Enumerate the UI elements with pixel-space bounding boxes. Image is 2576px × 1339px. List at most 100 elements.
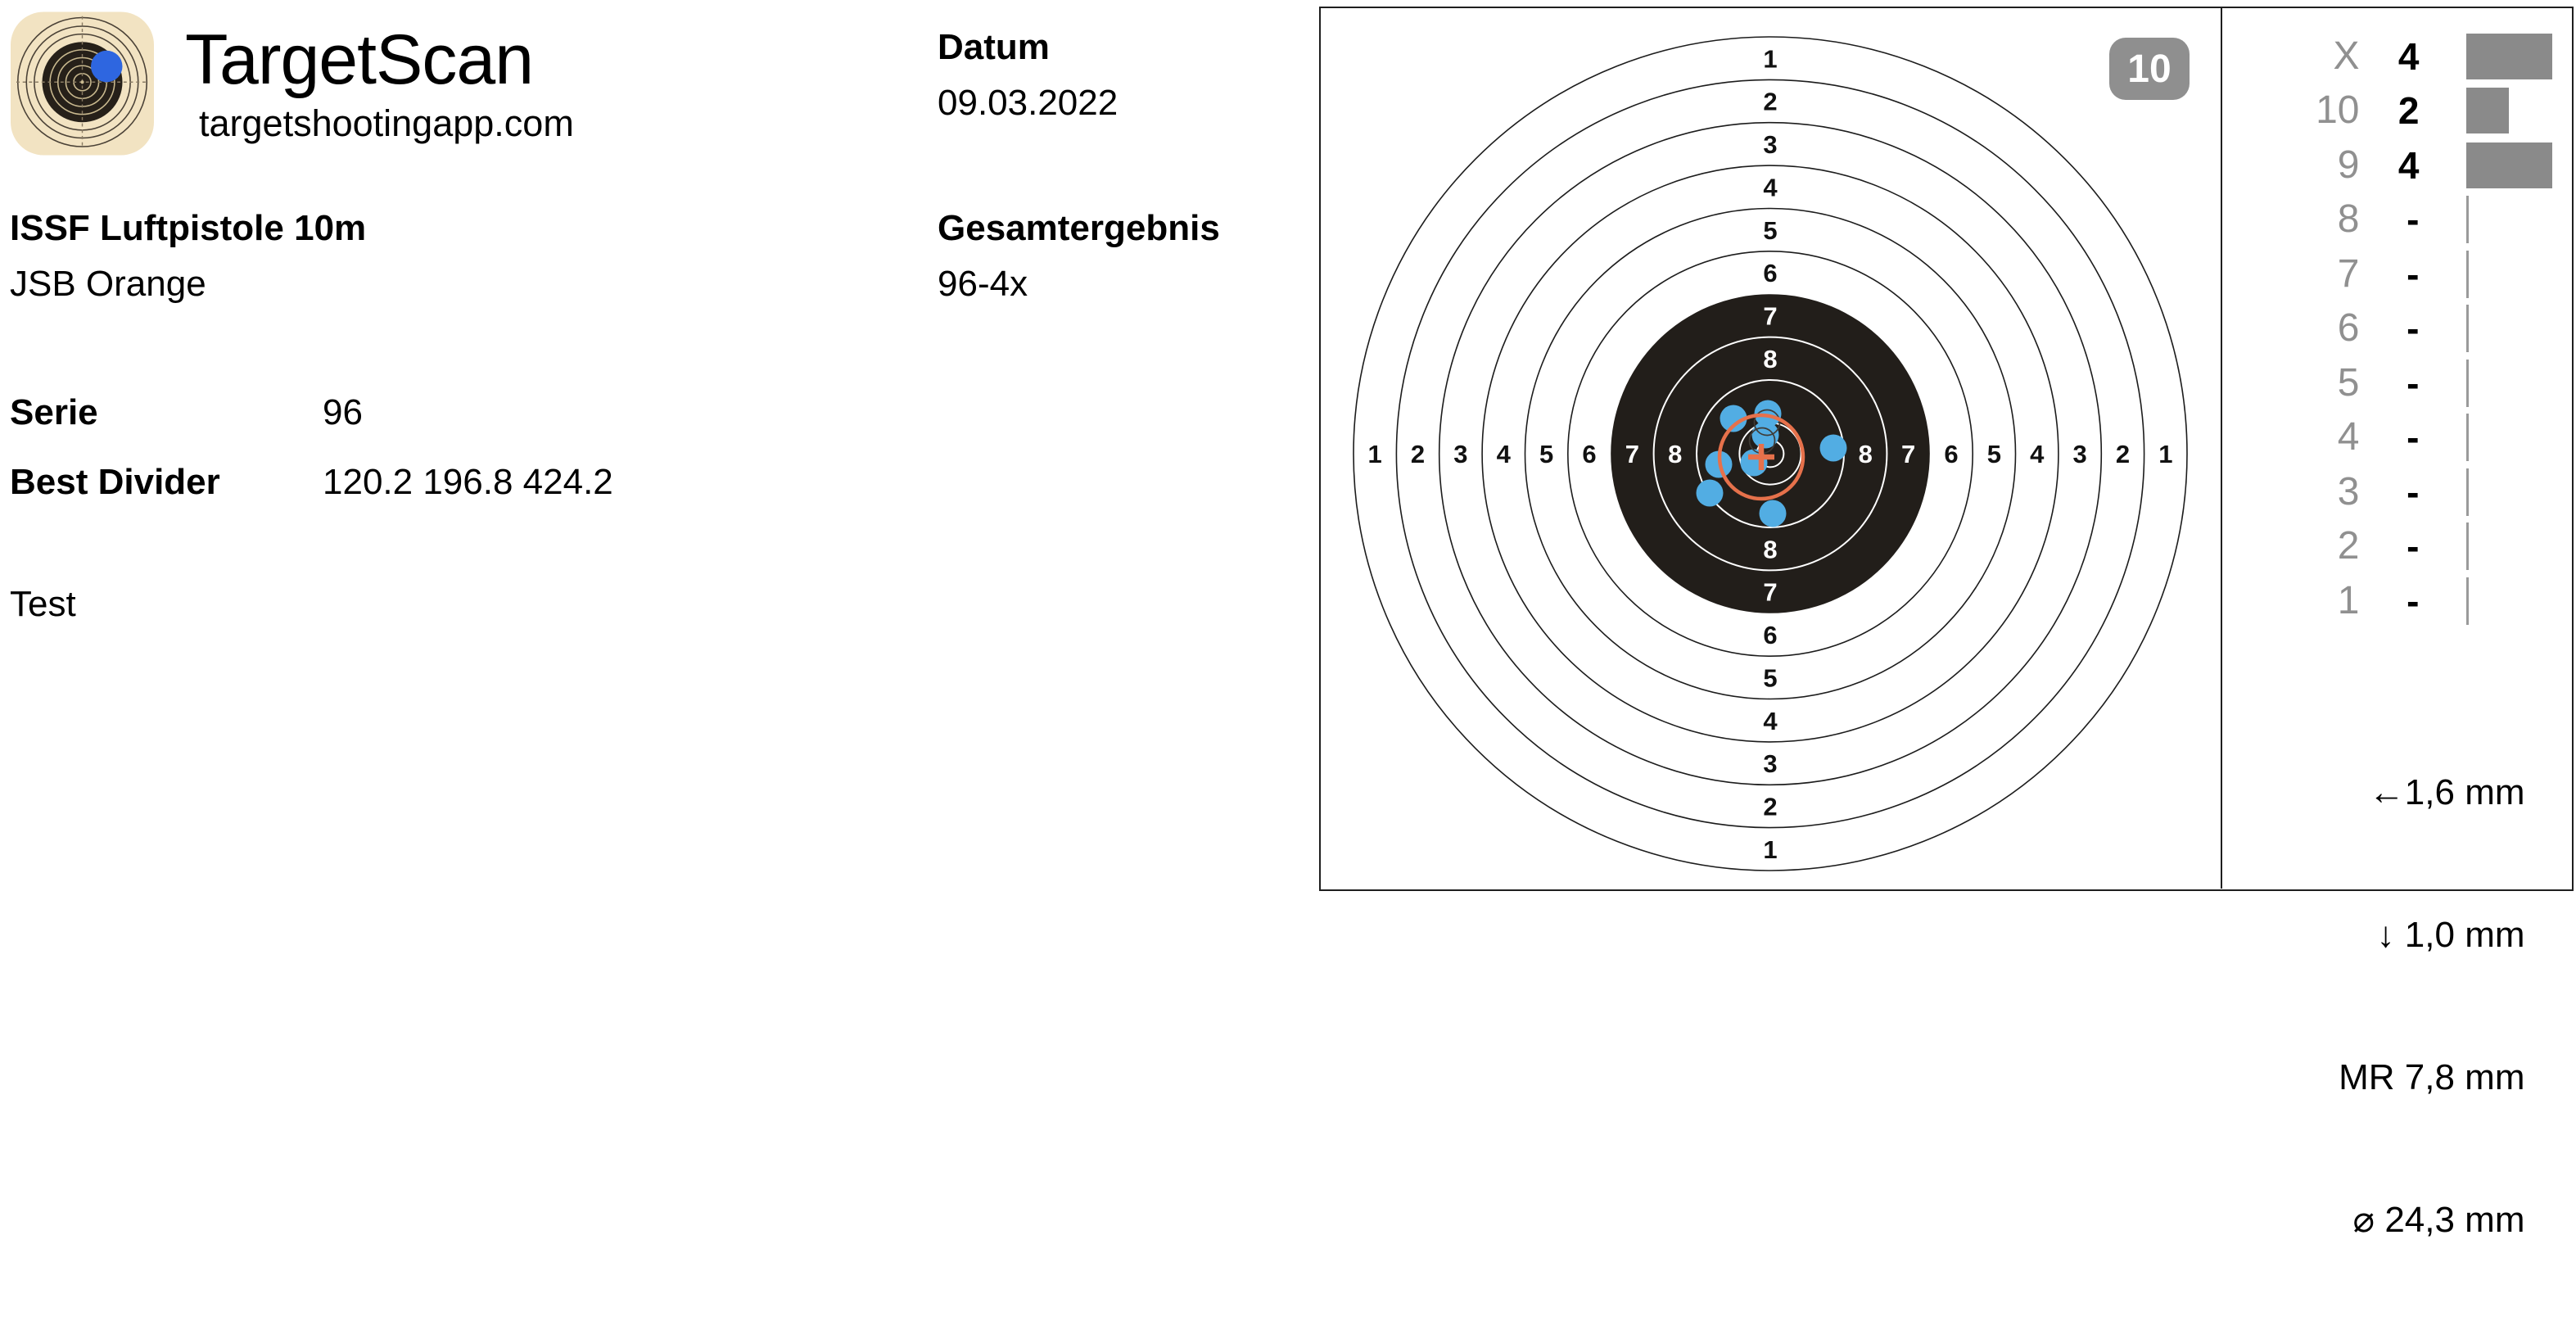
- mean-radius-circle: [1717, 413, 1805, 501]
- score-bar-zero-tick: [2465, 414, 2469, 461]
- score-bar-zero-tick: [2465, 359, 2469, 407]
- score-label: 7: [2337, 251, 2360, 296]
- ring-number: 8: [1763, 345, 1777, 373]
- app-title: TargetScan: [185, 20, 534, 99]
- ring-number: 4: [1763, 707, 1778, 735]
- score-bar-zero-tick: [2465, 468, 2469, 516]
- ring-number: 8: [1859, 440, 1873, 468]
- score-label: 3: [2337, 469, 2360, 513]
- date-label: Datum: [938, 27, 1050, 67]
- group-diameter: ⌀ 24,3 mm: [2352, 1200, 2525, 1240]
- histogram-row: 10 2: [2222, 84, 2571, 138]
- score-count: -: [2407, 579, 2420, 622]
- score-label: 5: [2337, 360, 2360, 405]
- ring-number: 1: [2158, 440, 2172, 468]
- ring-number: 2: [1763, 793, 1777, 821]
- total-score-value: 96-4x: [938, 264, 1028, 304]
- score-label: X: [2333, 34, 2360, 78]
- score-label: 4: [2337, 415, 2360, 459]
- score-label: 10: [2316, 88, 2360, 132]
- ring-number: 2: [1411, 440, 1425, 468]
- target-outer-rings: [1353, 36, 2188, 871]
- app-url: targetshootingapp.com: [199, 102, 574, 144]
- ring-number: 5: [1539, 440, 1553, 468]
- ring-number: 4: [1497, 440, 1512, 468]
- score-bar-zero-tick: [2465, 196, 2469, 243]
- score-label: 9: [2337, 142, 2360, 187]
- ring-number: 7: [1625, 440, 1639, 468]
- score-count: -: [2407, 416, 2420, 459]
- score-label: 6: [2337, 306, 2360, 350]
- group-measurements: ←1,6 mm ↓ 1,0 mm MR 7,8 mm ⌀ 24,3 mm: [2339, 674, 2524, 1339]
- ring-number: 2: [1763, 88, 1777, 116]
- ring-number: 8: [1668, 440, 1682, 468]
- ring-number: 3: [1763, 749, 1777, 778]
- histogram-row: 7 -: [2222, 247, 2571, 301]
- best-divider-value: 120.2 196.8 424.2: [323, 462, 613, 502]
- score-bar: [2465, 88, 2510, 133]
- shot-dot: [1759, 500, 1787, 527]
- score-label: 1: [2337, 578, 2360, 622]
- ring-number: 3: [2072, 440, 2086, 468]
- ring-number: 6: [1944, 440, 1958, 468]
- ring-number: 3: [1763, 130, 1777, 159]
- score-bar-zero-tick: [2465, 577, 2469, 625]
- serie-label: Serie: [10, 392, 98, 432]
- score-count: 4: [2397, 34, 2420, 78]
- ghost-shot-outline: [1753, 409, 1781, 437]
- score-count: -: [2407, 198, 2420, 241]
- session-note: Test: [10, 584, 76, 624]
- ring-number: 6: [1763, 621, 1777, 649]
- score-count: -: [2407, 361, 2420, 405]
- score-label: 2: [2337, 524, 2360, 568]
- ring-number: 1: [1368, 440, 1382, 468]
- score-bar: [2465, 142, 2553, 188]
- histogram-row: 3 -: [2222, 465, 2571, 519]
- shot-dot: [1819, 434, 1847, 462]
- ring-number: 4: [2030, 440, 2045, 468]
- mean-radius: MR 7,8 mm: [2339, 1057, 2525, 1097]
- score-count: -: [2407, 307, 2420, 350]
- date-value: 09.03.2022: [938, 83, 1119, 123]
- group-layer: [1717, 413, 1805, 501]
- score-bar-zero-tick: [2465, 250, 2469, 298]
- ring-number: 5: [1763, 663, 1777, 692]
- score-histogram-panel: X 4 10 2 9 4 8 - 7 - 6 - 5 - 4 - 3 - 2 -…: [2220, 8, 2571, 1240]
- shot-dot: [1696, 479, 1724, 507]
- ring-number: 6: [1763, 259, 1777, 287]
- histogram-row: 6 -: [2222, 301, 2571, 355]
- score-count: 2: [2397, 89, 2420, 132]
- histogram-row: 8 -: [2222, 192, 2571, 247]
- shot-dot: [1754, 400, 1782, 427]
- histogram-row: 4 -: [2222, 410, 2571, 464]
- ring-number: 7: [1763, 302, 1777, 331]
- ring-number: 7: [1763, 578, 1777, 607]
- ring-number: 2: [2116, 440, 2130, 468]
- score-label: 8: [2337, 197, 2360, 241]
- horizontal-offset: ←1,6 mm: [2368, 772, 2525, 812]
- ammo-name: JSB Orange: [10, 264, 206, 304]
- vertical-offset: ↓ 1,0 mm: [2376, 915, 2525, 955]
- ring-number: 6: [1582, 440, 1596, 468]
- histogram-row: 9 4: [2222, 138, 2571, 192]
- shot-dot: [1720, 405, 1747, 432]
- ring-number: 5: [1763, 216, 1777, 245]
- score-count: -: [2407, 525, 2420, 568]
- logo-shot-dot: [91, 50, 123, 83]
- histogram-row: 1 -: [2222, 574, 2571, 628]
- ring-number: 7: [1901, 440, 1915, 468]
- best-divider-label: Best Divider: [10, 462, 220, 502]
- discipline-title: ISSF Luftpistole 10m: [10, 208, 367, 248]
- score-count: 4: [2397, 143, 2420, 187]
- ring-number: 1: [1763, 44, 1777, 73]
- total-score-label: Gesamtergebnis: [938, 208, 1220, 248]
- score-bar-zero-tick: [2465, 522, 2469, 570]
- ring-number: 4: [1763, 173, 1778, 201]
- app-logo-icon: [11, 11, 154, 156]
- serie-value: 96: [323, 392, 363, 432]
- ring-number: 8: [1763, 535, 1777, 563]
- bullseye: [1611, 294, 1930, 613]
